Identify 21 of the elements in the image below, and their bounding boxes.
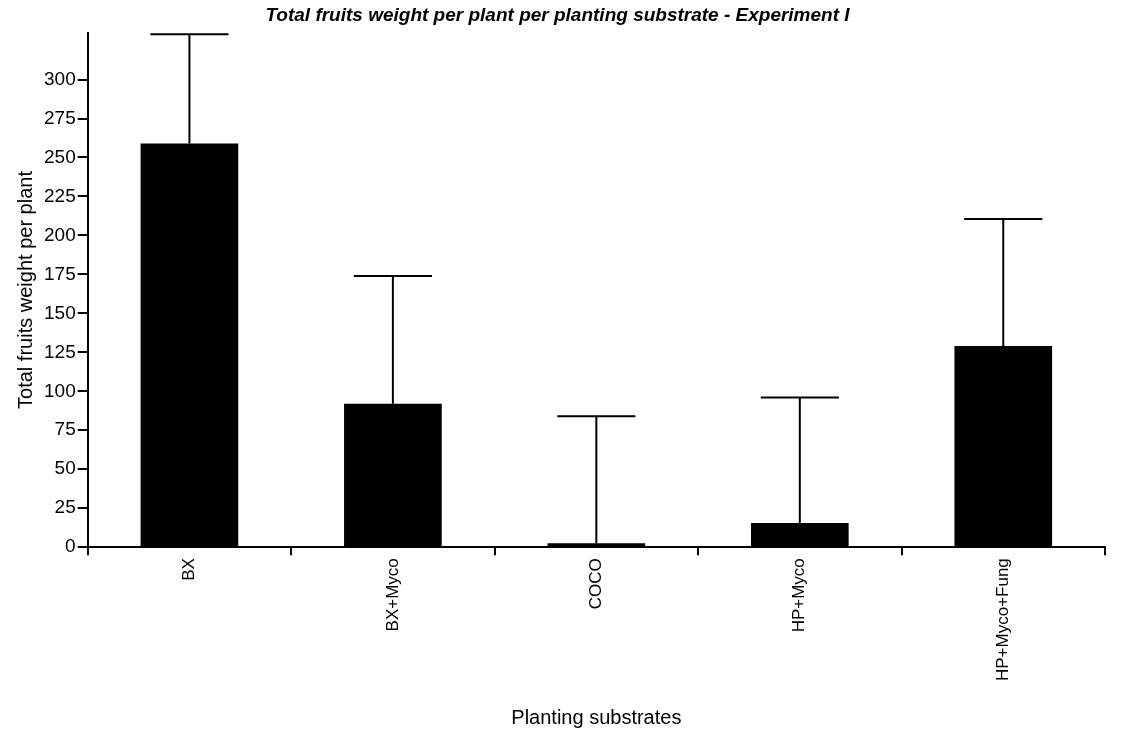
y-tick-label: 125: [44, 340, 76, 362]
y-tick-label: 100: [44, 379, 76, 401]
x-tick-label: BX: [179, 558, 199, 581]
y-tick-label: 300: [44, 67, 76, 89]
y-tick-label: 275: [44, 106, 76, 128]
y-tick-label: 75: [54, 418, 76, 440]
y-tick-label: 250: [44, 145, 76, 167]
y-tick-label: 150: [44, 301, 76, 323]
y-tick-label: 200: [44, 223, 76, 245]
y-tick-label: 50: [54, 457, 76, 479]
y-tick-label: 225: [44, 184, 76, 206]
x-tick-label: BX+Myco: [382, 558, 402, 632]
y-tick-label: 175: [44, 262, 76, 284]
x-tick-label: HP+Myco: [789, 558, 809, 633]
y-tick-label: 25: [54, 496, 76, 518]
x-tick-label: COCO: [586, 558, 606, 610]
x-tick-label: HP+Myco+Fung: [992, 558, 1012, 682]
y-tick-label: 0: [65, 535, 76, 557]
chart-title: Total fruits weight per plant per planting substrate - Experiment I: [265, 3, 851, 25]
x-axis-title: Planting substrates: [511, 705, 682, 728]
y-axis-title: Total fruits weight per plant: [13, 170, 36, 409]
